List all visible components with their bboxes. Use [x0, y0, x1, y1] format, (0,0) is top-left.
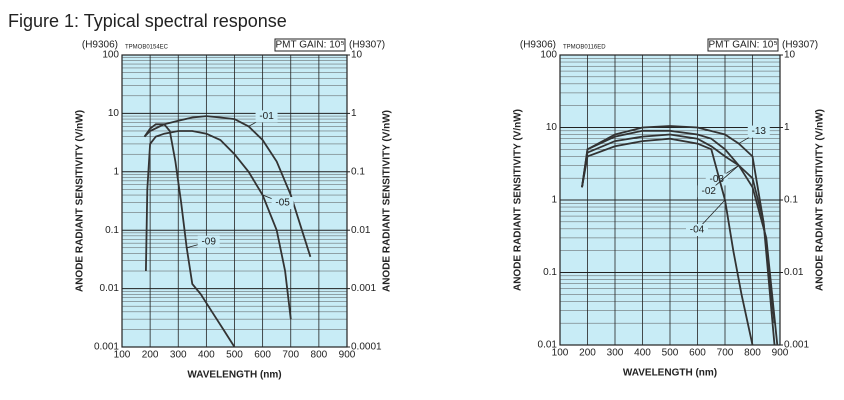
y-axis-name: (H9306)	[520, 40, 556, 51]
series-label: -13	[752, 126, 767, 137]
x-tick-label: 700	[717, 348, 734, 359]
y-tick-label: 100	[540, 50, 557, 61]
chart-code: TPMOB0116ED	[563, 45, 606, 51]
y2-axis-title: ANODE RADIANT SENSITIVITY (V/nW)	[382, 110, 393, 292]
series-line	[581, 137, 754, 346]
y-axis-name: (H9306)	[82, 40, 118, 51]
x-tick-label: 700	[282, 350, 299, 361]
y-tick-label: 1	[113, 166, 119, 177]
gain-label: PMT GAIN: 10⁵	[276, 40, 345, 51]
series-line	[143, 115, 312, 258]
y-tick-label: 0.01	[538, 340, 558, 351]
x-tick-label: 500	[662, 348, 679, 359]
series-label: -03	[710, 174, 725, 185]
series-label: -01	[259, 111, 274, 122]
y-tick-label: 0.001	[94, 342, 119, 353]
gain-label: PMT GAIN: 10⁵	[709, 40, 778, 51]
x-axis-title: WAVELENGTH (nm)	[187, 370, 281, 381]
figure-title: Figure 1: Typical spectral response	[8, 11, 287, 31]
y2-tick-label: 0.01	[351, 225, 371, 236]
x-tick-label: 500	[226, 350, 243, 361]
series-line	[143, 123, 236, 348]
x-tick-label: 600	[689, 348, 706, 359]
x-tick-label: 800	[311, 350, 328, 361]
label-backdrop	[271, 197, 294, 210]
label-backdrop	[747, 125, 770, 138]
label-backdrop	[255, 110, 278, 123]
y-axis-title: ANODE RADIANT SENSITIVITY (V/nW)	[513, 109, 524, 291]
series-label: -05	[275, 198, 290, 209]
y2-tick-label: 0.1	[351, 166, 365, 177]
y2-axis-title: ANODE RADIANT SENSITIVITY (V/nW)	[815, 109, 826, 291]
x-tick-label: 200	[579, 348, 596, 359]
y-tick-label: 1	[551, 195, 557, 206]
label-backdrop	[686, 224, 708, 236]
gain-box	[274, 38, 346, 52]
chart-code: TPMOB0154EC	[125, 45, 169, 51]
y-axis-title: ANODE RADIANT SENSITIVITY (V/nW)	[75, 110, 86, 292]
series-line	[581, 125, 776, 346]
x-tick-label: 900	[772, 348, 789, 359]
x-tick-label: 300	[607, 348, 624, 359]
y-tick-label: 0.1	[105, 225, 119, 236]
x-tick-label: 400	[198, 350, 215, 361]
series-label: -04	[690, 225, 705, 236]
x-tick-label: 900	[339, 350, 356, 361]
y2-axis-name: (H9307)	[349, 40, 385, 51]
y-tick-label: 10	[108, 108, 120, 119]
x-axis-title: WAVELENGTH (nm)	[623, 368, 717, 379]
y2-tick-label: 0.0001	[351, 342, 382, 353]
y2-tick-label: 10	[351, 50, 363, 61]
y-tick-label: 10	[546, 122, 558, 133]
x-tick-label: 300	[170, 350, 187, 361]
y2-tick-label: 1	[784, 122, 790, 133]
y-tick-label: 100	[102, 50, 119, 61]
y-tick-label: 0.01	[100, 283, 120, 294]
x-tick-label: 100	[114, 350, 131, 361]
y2-axis-name: (H9307)	[782, 40, 818, 51]
label-backdrop	[705, 173, 728, 186]
y2-tick-label: 10	[784, 50, 796, 61]
series-line	[581, 129, 779, 346]
x-tick-label: 100	[552, 348, 569, 359]
y-tick-label: 0.1	[543, 267, 557, 278]
gain-box	[707, 38, 779, 52]
y2-tick-label: 0.001	[351, 283, 376, 294]
x-tick-label: 800	[744, 348, 761, 359]
y2-tick-label: 1	[351, 108, 357, 119]
y2-tick-label: 0.001	[784, 340, 809, 351]
x-tick-label: 600	[254, 350, 271, 361]
x-tick-label: 400	[634, 348, 651, 359]
series-label: -02	[702, 186, 717, 197]
series-line	[145, 130, 292, 320]
y2-tick-label: 0.01	[784, 267, 804, 278]
series-line	[581, 133, 776, 324]
series-label: -09	[201, 236, 216, 247]
x-tick-label: 200	[142, 350, 159, 361]
y2-tick-label: 0.1	[784, 195, 798, 206]
label-backdrop	[697, 185, 720, 198]
label-backdrop	[197, 235, 220, 248]
